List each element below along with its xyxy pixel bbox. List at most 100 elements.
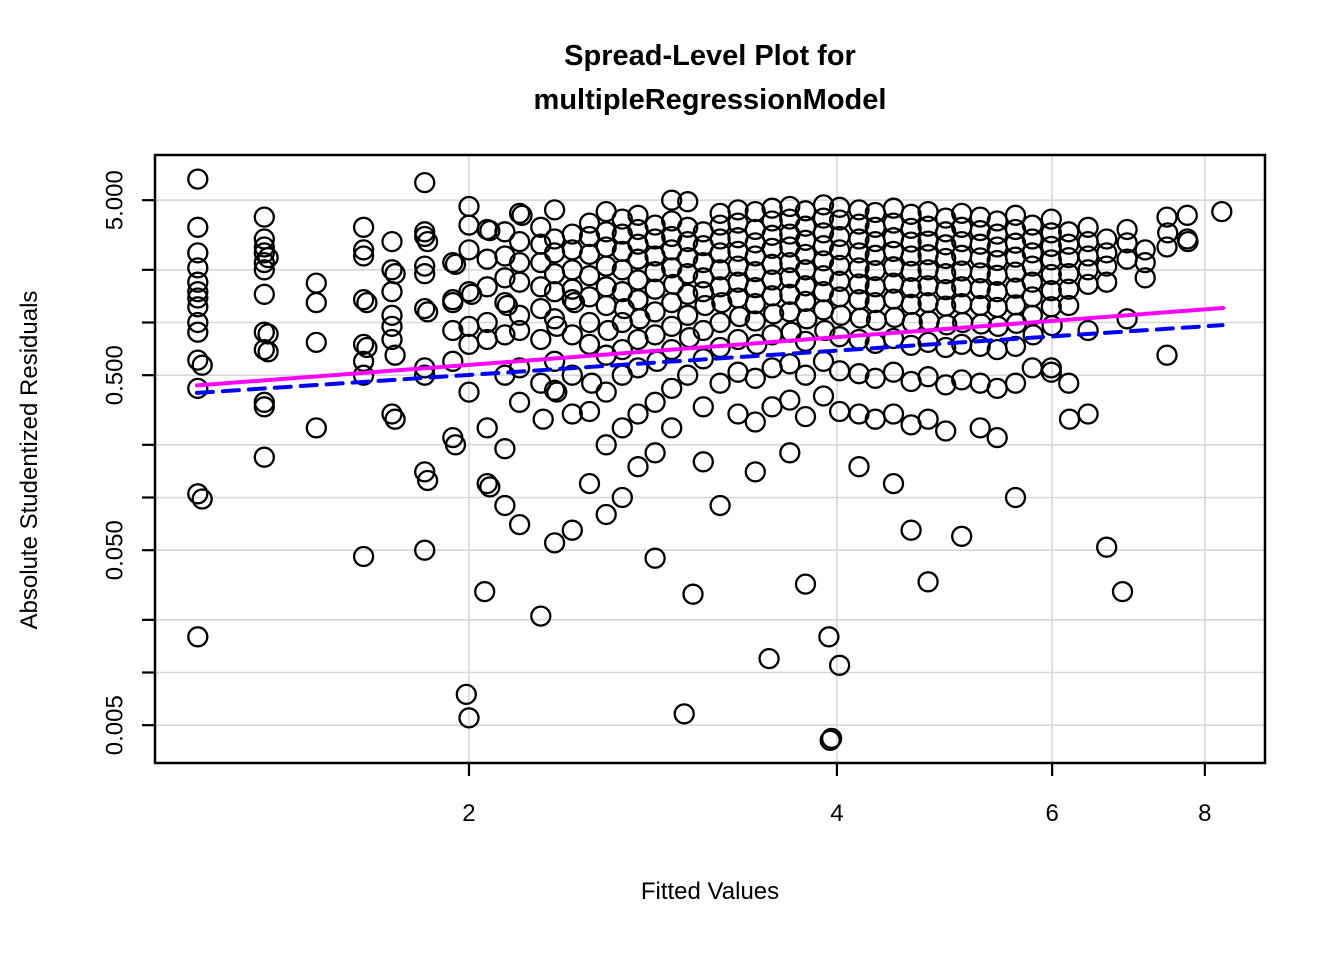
data-point [1058,408,1081,430]
plot-border [153,153,1267,765]
data-point [900,231,922,253]
data-point [191,354,213,376]
data-point [442,251,464,274]
data-point [644,547,666,569]
data-point [187,296,209,318]
data-point [1058,278,1080,300]
data-point [1021,271,1043,293]
data-point [677,191,699,213]
data-point [812,385,835,407]
data-point [458,707,480,729]
data-point [508,271,531,293]
points-layer [187,168,1233,751]
data-point [187,287,209,309]
data-point [677,304,699,326]
data-point [969,219,991,242]
data-point [611,338,633,361]
data-point [494,324,516,346]
y-tick-label: 0.050 [102,520,129,580]
data-point [1058,372,1080,394]
data-point [1096,536,1118,558]
data-point [543,532,566,554]
data-point [709,311,731,334]
data-point [644,228,666,250]
data-point [864,408,886,430]
data-point [812,207,835,229]
data-point [595,503,617,526]
data-point [561,364,583,386]
data-point [442,291,464,314]
data-point [479,476,501,498]
data-point [761,224,783,246]
data-point [644,324,666,346]
data-point [455,683,477,706]
data-point [1096,255,1118,277]
robust-fit-line [194,306,1226,388]
data-point [384,344,406,366]
data-point [1021,214,1043,236]
chart-title-line2: multipleRegressionModel [533,84,887,116]
data-point [819,729,841,751]
data-point [187,168,209,190]
data-point [794,573,817,595]
data-point [935,247,957,270]
data-point [1134,251,1156,274]
data-point [848,213,870,235]
data-point [644,278,666,300]
data-point [187,271,209,293]
data-point [644,391,666,413]
data-point [661,225,683,248]
data-point [561,289,583,311]
data-point [543,199,566,221]
data-point [936,314,958,336]
data-point [1096,271,1118,293]
data-point [257,341,279,363]
data-point [812,194,835,216]
data-point [442,319,464,342]
data-point [414,364,436,386]
data-point [1021,242,1043,264]
data-point [935,234,957,256]
data-point [661,315,683,338]
data-point [187,349,209,371]
data-point [416,469,439,492]
data-point [414,171,436,194]
data-point [508,304,531,326]
data-point [381,403,403,425]
data-point [627,403,649,425]
data-point [779,389,801,411]
data-point [305,417,327,439]
data-point [1077,273,1099,296]
data-point [1156,206,1178,228]
data-point [578,311,601,334]
data-point [848,456,870,478]
data-point [578,472,601,495]
data-point [1077,319,1099,342]
data-point [1004,204,1027,226]
data-point [1156,344,1178,366]
data-point [414,461,436,483]
data-point [530,372,552,394]
data-point [187,242,209,264]
data-point [578,265,601,287]
data-point [917,366,939,388]
data-point [779,442,801,464]
x-tick-label: 4 [830,800,843,827]
data-point [935,221,957,243]
data-point [352,289,375,311]
ls-fit-line [194,323,1225,395]
data-point [935,336,957,359]
data-point [305,291,327,314]
data-point [1116,218,1138,241]
data-point [969,233,991,255]
y-tick-label: 0.005 [102,695,129,755]
data-point [727,403,749,425]
data-point [595,221,617,243]
data-point [727,361,749,383]
data-point [543,379,566,401]
y-tick-label: 0.500 [102,345,129,405]
data-point [1077,216,1099,238]
data-point [595,255,617,277]
data-point [476,311,498,334]
